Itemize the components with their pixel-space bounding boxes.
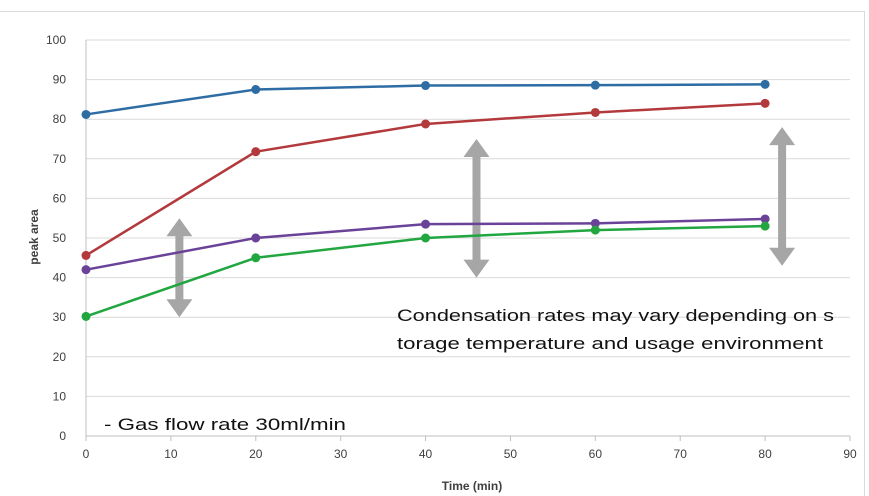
y-tick-label-50: 50 bbox=[53, 231, 67, 245]
series-2-point-20 bbox=[251, 147, 261, 157]
series-3-point-40 bbox=[421, 219, 431, 229]
y-axis-title: peak area bbox=[27, 209, 41, 265]
gas-flow-note: - Gas flow rate 30ml/min bbox=[104, 415, 346, 434]
series-3-point-20 bbox=[251, 233, 261, 243]
series-4-point-40 bbox=[421, 233, 431, 243]
series-1-point-40 bbox=[421, 81, 431, 91]
y-tick-label-60: 60 bbox=[53, 191, 67, 205]
x-tick-label-0: 0 bbox=[83, 447, 90, 461]
x-tick-label-20: 20 bbox=[249, 447, 263, 461]
gridlines bbox=[86, 39, 850, 397]
y-tick-label-30: 30 bbox=[53, 310, 67, 324]
series-4-point-0 bbox=[81, 311, 91, 321]
axes bbox=[85, 40, 851, 441]
x-tick-labels: 0 10 20 30 40 50 60 70 80 90 bbox=[83, 447, 857, 461]
series-1-point-80 bbox=[760, 79, 770, 89]
series-3-point-80 bbox=[760, 214, 770, 224]
y-tick-label-80: 80 bbox=[53, 112, 67, 126]
series-2-point-60 bbox=[590, 107, 600, 117]
series-4-point-60 bbox=[590, 225, 600, 235]
range-arrows bbox=[166, 127, 796, 318]
y-tick-labels: 0 10 20 30 40 50 60 70 80 90 100 bbox=[46, 33, 66, 443]
series-2-point-0 bbox=[81, 250, 91, 260]
y-tick-label-70: 70 bbox=[53, 152, 67, 166]
series-1-point-20 bbox=[251, 85, 261, 94]
frame-border-top bbox=[0, 11, 865, 12]
y-tick-label-100: 100 bbox=[46, 33, 66, 47]
series-4-point-80 bbox=[760, 221, 770, 231]
x-tick-label-70: 70 bbox=[674, 447, 688, 461]
y-tick-label-10: 10 bbox=[53, 389, 67, 403]
range-arrow-1 bbox=[166, 218, 193, 318]
x-tick-label-40: 40 bbox=[419, 447, 433, 461]
range-arrow-2 bbox=[463, 139, 490, 278]
x-tick-label-90: 90 bbox=[843, 447, 857, 461]
x-tick-label-50: 50 bbox=[504, 447, 518, 461]
x-axis-title: Time (min) bbox=[442, 479, 502, 493]
y-tick-label-0: 0 bbox=[59, 429, 66, 443]
y-tick-label-20: 20 bbox=[53, 350, 67, 364]
condensation-note-line-2: torage temperature and usage environment bbox=[397, 334, 823, 353]
frame-border-right bbox=[864, 11, 865, 496]
series-1-point-0 bbox=[81, 109, 91, 119]
series-3-point-60 bbox=[590, 218, 600, 228]
data-series bbox=[81, 79, 770, 321]
x-tick-label-60: 60 bbox=[589, 447, 603, 461]
x-tick-label-80: 80 bbox=[758, 447, 772, 461]
x-tick-label-10: 10 bbox=[164, 447, 178, 461]
y-tick-label-40: 40 bbox=[53, 271, 67, 285]
series-3-point-0 bbox=[81, 265, 91, 275]
series-1-point-60 bbox=[590, 80, 600, 90]
range-arrow-3 bbox=[769, 127, 796, 266]
series-2-point-80 bbox=[760, 98, 770, 108]
series-4-point-20 bbox=[251, 253, 261, 263]
series-2-point-40 bbox=[421, 119, 431, 129]
x-tick-label-30: 30 bbox=[334, 447, 348, 461]
y-tick-label-90: 90 bbox=[53, 73, 67, 87]
condensation-note-line-1: Condensation rates may vary depending on… bbox=[397, 306, 834, 325]
